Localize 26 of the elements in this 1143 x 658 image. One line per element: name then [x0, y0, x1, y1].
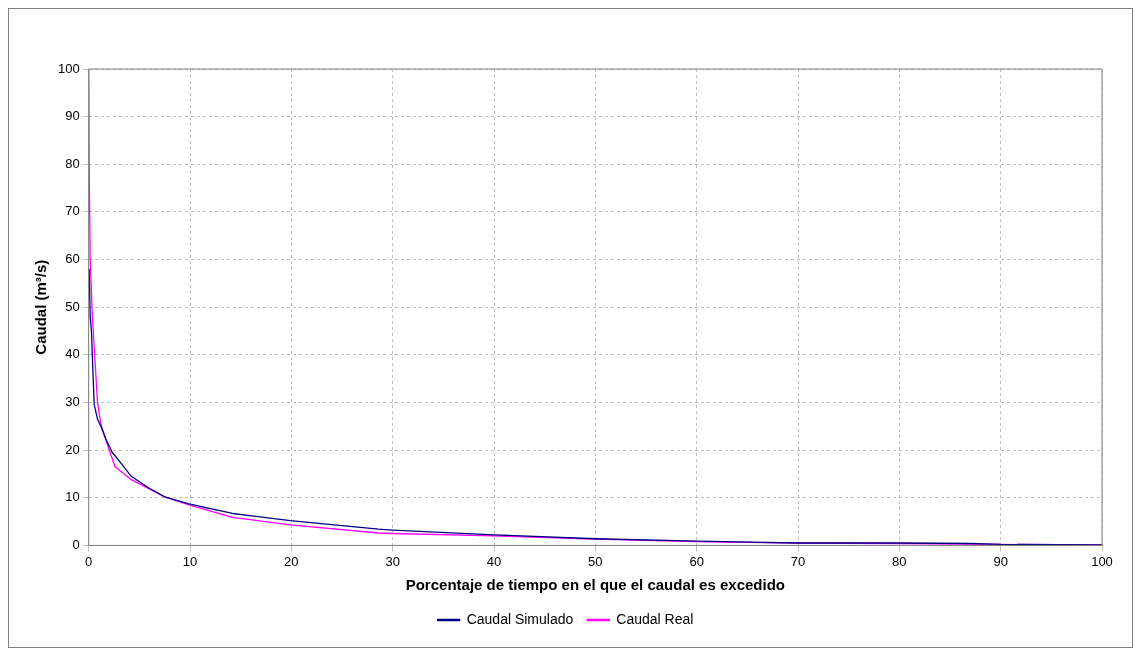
- x-tick-label: 100: [1091, 553, 1113, 569]
- y-tick-label: 60: [65, 251, 80, 267]
- y-tick-label: 20: [65, 441, 80, 457]
- x-tick-label: 40: [486, 553, 502, 569]
- x-tick-label: 30: [385, 553, 400, 569]
- x-tick-label: 20: [284, 553, 299, 569]
- x-tick-label: 10: [182, 553, 198, 569]
- x-tick-label: 60: [689, 553, 704, 569]
- x-tick-label: 50: [588, 553, 603, 569]
- legend-label: Caudal Simulado: [466, 610, 574, 627]
- x-tick-label: 90: [993, 553, 1008, 569]
- y-tick-label: 10: [65, 489, 80, 505]
- legend-label: Caudal Real: [616, 610, 694, 627]
- y-tick-label: 0: [72, 536, 80, 552]
- x-tick-label: 80: [892, 553, 907, 569]
- y-tick-label: 70: [65, 203, 80, 219]
- x-tick-label: 70: [790, 553, 806, 569]
- y-tick-label: 100: [57, 60, 80, 76]
- y-tick-label: 90: [65, 108, 80, 124]
- x-axis-title: Porcentaje de tiempo en el que el caudal es excedido: [405, 576, 785, 594]
- y-tick-label: 30: [65, 394, 80, 410]
- x-tick-label: 0: [85, 553, 93, 569]
- y-tick-label: 40: [65, 346, 80, 362]
- y-axis-title: Caudal (m³/s): [32, 259, 50, 355]
- y-tick-label: 50: [65, 298, 80, 314]
- y-tick-label: 80: [65, 155, 80, 171]
